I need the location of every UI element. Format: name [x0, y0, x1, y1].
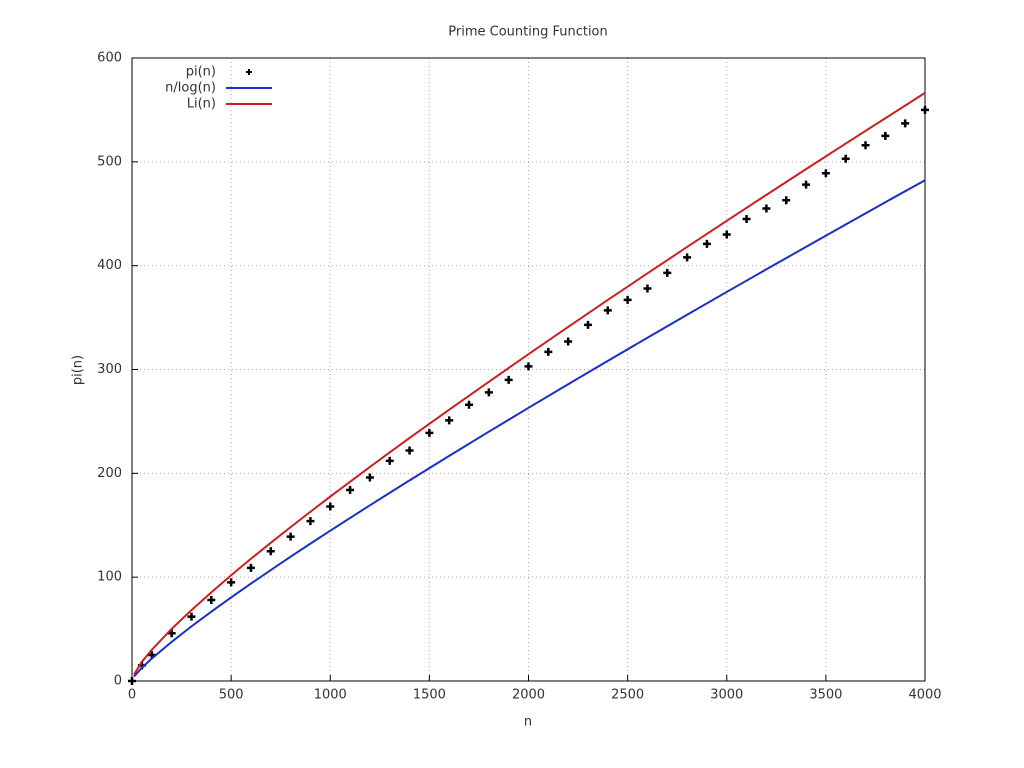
data-point [603, 306, 612, 315]
data-point [564, 337, 573, 346]
x-tick-label: 1000 [314, 688, 347, 703]
data-point [286, 532, 295, 541]
data-point [266, 547, 275, 556]
data-point [246, 563, 255, 572]
legend-label: Li(n) [187, 97, 216, 112]
data-point [643, 284, 652, 293]
data-point [445, 416, 454, 425]
data-point [861, 141, 870, 150]
data-point [802, 180, 811, 189]
data-point [306, 517, 315, 526]
y-tick-label: 0 [114, 674, 122, 689]
data-point [326, 502, 335, 511]
data-point [365, 473, 374, 482]
legend-marker [246, 69, 252, 75]
legend-label: n/log(n) [165, 81, 216, 96]
data-point [762, 204, 771, 213]
series-line [133, 179, 926, 678]
data-point [167, 629, 176, 638]
data-point [821, 169, 830, 178]
data-point [405, 446, 414, 455]
x-tick-label: 0 [128, 688, 136, 703]
x-tick-label: 2000 [512, 688, 545, 703]
y-tick-label: 600 [97, 51, 122, 66]
data-point [227, 578, 236, 587]
data-point [346, 485, 355, 494]
data-point [742, 214, 751, 223]
data-point [841, 154, 850, 163]
x-tick-label: 3000 [710, 688, 743, 703]
data-point [465, 400, 474, 409]
data-point [544, 347, 553, 356]
y-tick-label: 500 [97, 154, 122, 169]
data-point [683, 253, 692, 262]
x-tick-label: 1500 [413, 688, 446, 703]
x-tick-label: 4000 [908, 688, 941, 703]
plot-frame [131, 57, 926, 682]
series-line [133, 92, 926, 676]
data-point [425, 428, 434, 437]
y-tick-label: 400 [97, 258, 122, 273]
y-tick-label: 300 [97, 362, 122, 377]
x-tick-label: 2500 [611, 688, 644, 703]
y-axis-label: pi(n) [71, 355, 86, 385]
data-point [484, 388, 493, 397]
data-point [663, 268, 672, 277]
data-point [881, 131, 890, 140]
data-point [722, 230, 731, 239]
legend-label: pi(n) [186, 65, 216, 80]
data-point [504, 375, 513, 384]
x-axis-label: n [524, 715, 532, 730]
data-point [524, 362, 533, 371]
data-point [128, 677, 136, 685]
data-point [702, 239, 711, 248]
data-point [385, 456, 394, 465]
chart-title: Prime Counting Function [448, 25, 608, 40]
y-tick-label: 200 [97, 466, 122, 481]
data-point [207, 596, 216, 605]
x-tick-label: 3500 [809, 688, 842, 703]
y-tick-label: 100 [97, 570, 122, 585]
data-point [583, 320, 592, 329]
x-tick-label: 500 [219, 688, 244, 703]
data-point [921, 105, 929, 114]
data-point [782, 196, 791, 205]
data-point [187, 612, 196, 621]
data-point [623, 295, 632, 304]
data-point [901, 119, 910, 128]
